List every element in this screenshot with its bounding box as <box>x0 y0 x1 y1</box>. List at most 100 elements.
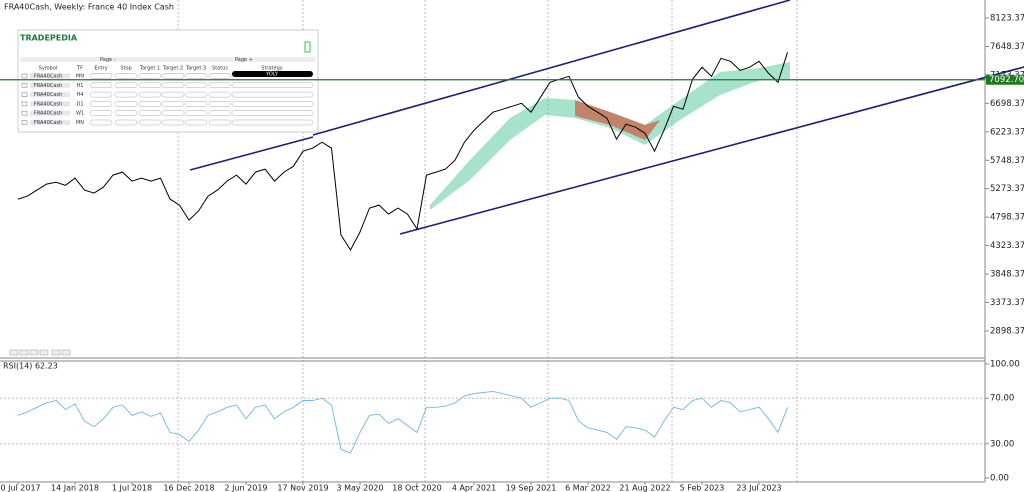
y-tick-label: 70.00 <box>990 394 1014 404</box>
row-icon <box>21 101 28 107</box>
row-icon <box>21 110 28 116</box>
value-cell <box>161 82 185 89</box>
value-cell <box>161 119 185 126</box>
value-cell <box>138 91 162 98</box>
symbol: FRA40Cash <box>34 101 62 107</box>
x-tick-label: 6 Mar 2022 <box>565 484 611 492</box>
value-cell <box>138 82 162 89</box>
strategy-cell <box>231 82 314 89</box>
strategy-cell <box>231 110 314 116</box>
x-tick-label: 3 May 2020 <box>336 484 383 492</box>
column-header: Stop <box>120 66 131 72</box>
value-cell <box>138 101 162 107</box>
symbol: FRA40Cash <box>34 111 62 117</box>
x-tick-label: 17 Nov 2019 <box>277 484 328 492</box>
x-tick-label: 16 Dec 2018 <box>163 484 214 492</box>
symbol: FRA40Cash <box>34 83 62 89</box>
y-tick-label: 8123.37 <box>990 14 1024 24</box>
symbol-cell <box>30 73 70 79</box>
value-cell <box>114 119 138 126</box>
value-cell <box>208 91 232 98</box>
signal-panel: TRADEPEDIA Page - Page + YOLY Symbol TF En… <box>17 29 319 133</box>
value-cell <box>89 91 113 98</box>
symbol: FRA40Cash <box>34 92 62 98</box>
x-tick-label: 23 Jul 2023 <box>736 484 781 492</box>
value-cell <box>89 101 113 107</box>
pager-bar <box>20 57 315 62</box>
y-tick-label: 5748.37 <box>990 156 1024 166</box>
x-tick-label: 18 Oct 2020 <box>392 484 441 492</box>
panel-toggle[interactable] <box>304 41 311 53</box>
y-tick-label: 2898.37 <box>990 326 1024 336</box>
value-cell <box>114 73 138 79</box>
timeframe: H1 <box>77 83 84 89</box>
value-cell <box>114 91 138 98</box>
column-header: Target 2 <box>162 66 183 72</box>
current-price-tag <box>986 74 1024 85</box>
value-cell <box>208 73 232 79</box>
value-cell <box>138 110 162 116</box>
value-cell <box>208 82 232 89</box>
y-tick-label: 6223.37 <box>990 127 1024 137</box>
value-cell <box>184 91 208 98</box>
timeframe: MN <box>76 74 84 80</box>
y-tick-label: 100.00 <box>990 360 1020 370</box>
tool-button[interactable] <box>61 349 71 356</box>
y-tick-label: 7648.37 <box>990 42 1024 52</box>
value-cell <box>184 110 208 116</box>
column-header: Target 3 <box>185 66 206 72</box>
value-cell <box>208 119 232 126</box>
symbol-cell <box>30 110 70 116</box>
symbol-cell <box>30 92 70 98</box>
value-cell <box>138 73 162 79</box>
pager-next[interactable]: Page + <box>235 57 253 63</box>
symbol-cell <box>30 101 70 107</box>
strategy-cell <box>231 91 314 98</box>
tool-button[interactable] <box>29 349 39 356</box>
row-icon <box>21 83 28 88</box>
chart-title: FRA40Cash, Weekly: France 40 Index Cash <box>4 3 174 12</box>
symbol-cell <box>30 120 70 125</box>
value-cell <box>184 73 208 79</box>
tool-button[interactable] <box>51 349 61 356</box>
value-cell <box>89 110 113 116</box>
y-tick-label: 3373.37 <box>990 298 1024 308</box>
column-header: TF <box>76 66 83 72</box>
column-header: Symbol <box>39 66 58 72</box>
symbol: FRA40Cash <box>34 120 62 126</box>
x-tick-label: 30 Jul 2017 <box>0 484 41 492</box>
tool-button[interactable] <box>39 349 49 356</box>
x-tick-label: 21 Aug 2022 <box>619 484 670 492</box>
ribbon-indicator <box>575 100 660 140</box>
tool-button[interactable] <box>19 349 29 356</box>
value-cell <box>184 119 208 126</box>
y-tick-label: 5273.37 <box>990 184 1024 194</box>
y-tick-label: 3848.37 <box>990 270 1024 280</box>
row-icon <box>21 92 28 97</box>
toolbar <box>9 349 71 356</box>
rsi-line <box>17 390 788 454</box>
tool-button[interactable] <box>9 349 19 356</box>
timeframe: H4 <box>77 92 84 98</box>
value-cell <box>114 110 138 116</box>
value-cell <box>208 110 232 116</box>
x-tick-label: 19 Sep 2021 <box>506 484 557 492</box>
strategy-pill <box>232 71 313 77</box>
value-cell <box>161 110 185 116</box>
y-tick-label: 30.00 <box>990 439 1014 449</box>
y-tick-label: 0.00 <box>990 474 1009 484</box>
pager-prev[interactable]: Page - <box>100 57 116 63</box>
panel-frame <box>17 29 319 133</box>
value-cell <box>184 82 208 89</box>
timeframe: W1 <box>76 111 84 117</box>
value-cell <box>89 73 113 79</box>
value-cell <box>161 101 185 107</box>
x-tick-label: 14 Jan 2018 <box>51 484 99 492</box>
value-cell <box>161 91 185 98</box>
x-tick-label: 1 Jul 2018 <box>112 484 152 492</box>
value-cell <box>184 101 208 107</box>
column-header: Status <box>212 66 228 72</box>
trend-channel <box>189 0 1024 235</box>
value-cell <box>161 73 185 79</box>
